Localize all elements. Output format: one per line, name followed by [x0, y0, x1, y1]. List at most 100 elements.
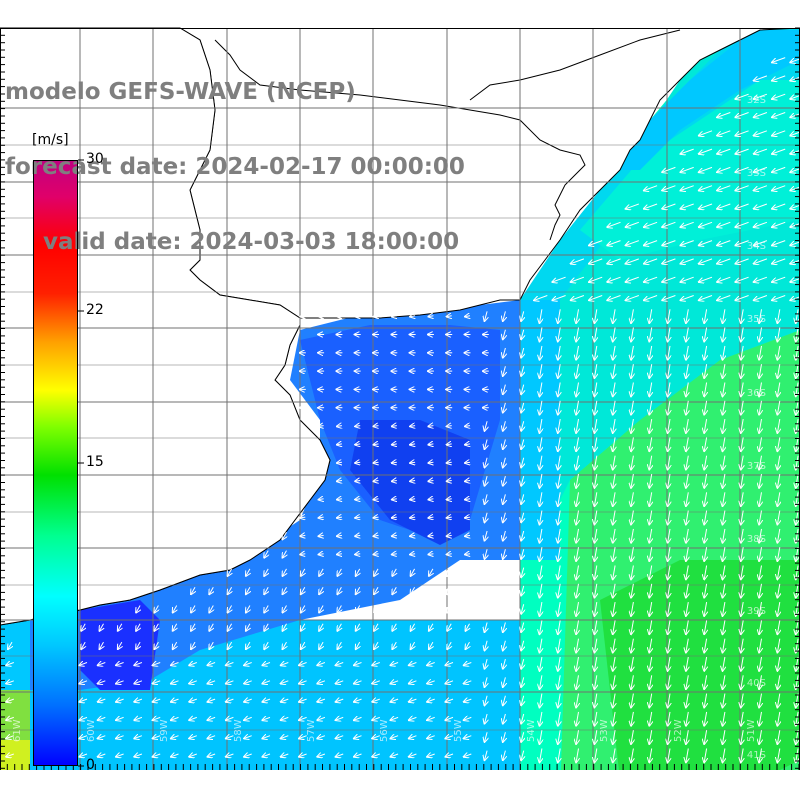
wind-arrow: [281, 663, 289, 666]
wind-arrow: [173, 641, 177, 649]
title-line-forecast-date: forecast date: 2024-02-17 00:00:00: [5, 154, 465, 180]
wind-arrow: [558, 510, 560, 525]
wind-arrow: [485, 695, 488, 706]
wind-arrow: [594, 638, 596, 653]
wind-arrow: [503, 640, 506, 651]
wind-arrow: [681, 258, 694, 264]
wind-arrow: [540, 364, 542, 378]
wind-arrow: [264, 641, 268, 649]
wind-arrow: [503, 512, 506, 523]
wind-arrow: [594, 583, 596, 598]
wind-arrow: [503, 402, 506, 413]
wind-arrow: [649, 693, 651, 708]
colorbar-label-15: 15: [86, 454, 104, 470]
wind-arrow: [355, 481, 360, 482]
wind-arrow: [521, 640, 524, 651]
wind-arrow: [208, 717, 216, 720]
wind-arrow: [772, 166, 786, 172]
wind-arrow: [447, 586, 451, 594]
wind-arrow: [153, 736, 161, 739]
wind-arrow: [465, 481, 470, 482]
wind-arrow: [649, 455, 651, 470]
wind-arrow: [649, 382, 651, 397]
wind-arrow: [171, 663, 179, 666]
wind-arrow: [100, 623, 104, 631]
wind-arrow: [754, 276, 768, 282]
wind-arrow: [428, 535, 433, 536]
wind-arrow: [790, 76, 800, 81]
wind-arrow: [171, 754, 179, 757]
wind-arrow: [668, 309, 670, 323]
wind-arrow: [189, 754, 197, 757]
wind-arrow: [759, 583, 761, 598]
wind-arrow: [717, 203, 731, 209]
wind-arrow: [796, 748, 798, 763]
wind-arrow: [796, 711, 798, 726]
wind-arrow: [336, 736, 344, 739]
wind-arrow: [790, 296, 800, 301]
wind-arrow: [445, 681, 454, 684]
wind-arrow: [668, 547, 670, 561]
wind-arrow: [355, 517, 360, 518]
wind-arrow: [134, 681, 143, 684]
wind-arrow: [723, 437, 725, 451]
wind-arrow: [540, 602, 542, 616]
wind-arrow: [485, 421, 488, 431]
wind-arrow: [796, 620, 798, 634]
wind-arrow: [644, 258, 658, 264]
wind-arrow: [613, 693, 615, 708]
wind-arrow: [723, 382, 725, 397]
wind-arrow: [521, 366, 524, 376]
wind-arrow: [262, 717, 271, 720]
wind-arrow: [668, 327, 670, 342]
wind-arrow: [796, 473, 798, 488]
lon-label: 51W: [746, 719, 757, 742]
wind-arrow: [540, 748, 542, 763]
wind-arrow: [262, 754, 271, 757]
wind-arrow: [319, 641, 323, 649]
wind-arrow: [631, 419, 633, 433]
colorbar-ticks: [78, 159, 84, 767]
wind-arrow: [464, 681, 472, 684]
wind-arrow: [98, 717, 106, 720]
wind-arrow: [521, 567, 524, 578]
wind-arrow: [355, 535, 360, 536]
wind-arrow: [558, 693, 560, 708]
wind-arrow: [283, 550, 287, 558]
wind-arrow: [317, 717, 326, 720]
wind-arrow: [445, 754, 454, 757]
wind-arrow: [699, 148, 713, 154]
wind-arrow: [741, 455, 743, 470]
wind-arrow: [540, 620, 542, 634]
wind-arrow: [427, 699, 435, 702]
wind-arrow: [686, 528, 688, 543]
wind-arrow: [668, 675, 670, 689]
wind-arrow: [796, 327, 798, 342]
wind-arrow: [704, 602, 706, 616]
wind-arrow: [540, 309, 542, 323]
wind-arrow: [649, 309, 651, 323]
wind-arrow: [699, 295, 713, 301]
wind-arrow: [759, 400, 761, 415]
wind-arrow: [668, 711, 670, 726]
wind-arrow: [686, 620, 688, 634]
wind-arrow: [644, 295, 658, 301]
wind-arrow: [409, 717, 417, 720]
wind-arrow: [300, 517, 305, 518]
wind-arrow: [613, 473, 615, 488]
wind-arrow: [319, 517, 324, 518]
wind-arrow: [613, 620, 615, 634]
wind-arrow: [681, 185, 694, 191]
wind-arrow: [319, 586, 323, 594]
wind-arrow: [503, 585, 506, 596]
wind-arrow: [686, 565, 688, 580]
wind-arrow: [777, 730, 779, 744]
wind-arrow: [445, 663, 454, 666]
wind-arrow: [356, 568, 360, 576]
wind-arrow: [686, 345, 688, 360]
wind-arrow: [631, 382, 633, 397]
wind-arrow: [759, 492, 761, 506]
wind-arrow: [485, 750, 488, 761]
